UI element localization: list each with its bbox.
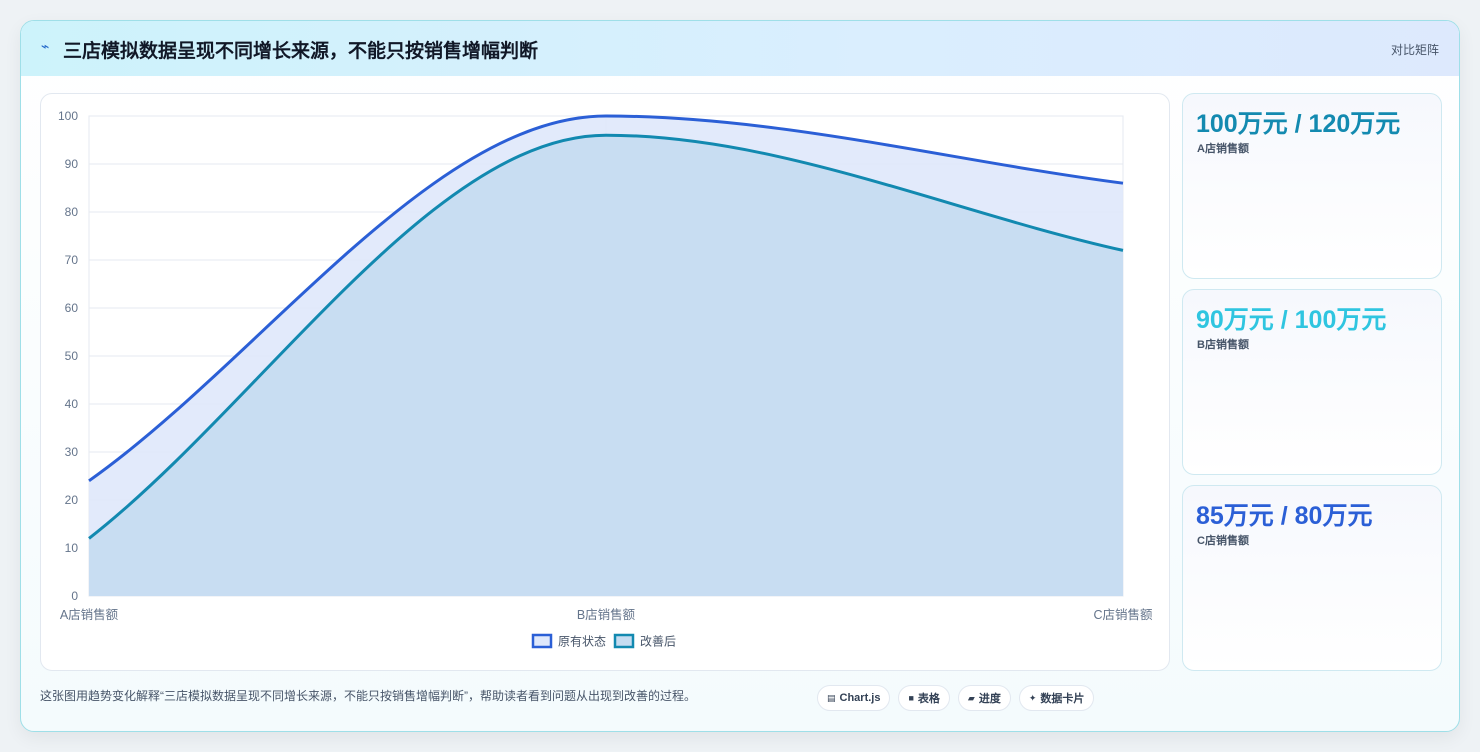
table-icon: ■ (908, 693, 914, 703)
series-line-1 (88, 114, 1124, 483)
metric-label: A店销售额 (1197, 143, 1249, 155)
page-title: 三店模拟数据呈现不同增长来源，不能只按销售增幅判断 (63, 41, 539, 62)
x-tick-label: A店销售额 (60, 607, 119, 622)
feature-pills: ▤ Chart.js ■ 表格 ▰ 进度 ✦ 数据卡片 (817, 685, 1095, 711)
y-tick-label: 100 (58, 109, 78, 123)
metric-value: 100万元 / 120万元 (1196, 110, 1401, 138)
pill-label: Chart.js (839, 692, 881, 704)
sparkle-icon: ✦ (1028, 692, 1037, 703)
metric-value: 85万元 / 80万元 (1196, 502, 1373, 530)
y-tick-label: 90 (65, 157, 79, 171)
y-tick-label: 20 (65, 493, 79, 507)
legend-label: 原有状态 (558, 635, 606, 649)
view-tag: 对比矩阵 (1390, 43, 1439, 57)
legend-label: 改善后 (640, 634, 676, 649)
pill-label: 进度 (978, 693, 1001, 705)
chart-panel: 0 10 20 30 40 50 60 70 80 90 100 A店销售额 B店销售额 C店销售额原有状… (40, 93, 1170, 671)
chart-icon: ▤ (827, 692, 836, 703)
chart-caption: 这张图用趋势变化解释“三店模拟数据呈现不同增长来源，不能只按销售增幅判断”，帮助… (40, 689, 696, 703)
y-tick-label: 40 (65, 397, 79, 411)
y-tick-label: 60 (65, 301, 79, 315)
metric-card-a: 100万元 / 120万元 A店销售额 (1182, 93, 1442, 279)
x-tick-label: B店销售额 (577, 607, 636, 622)
trend-logo-icon: ⌁ (41, 39, 50, 55)
metric-value: 90万元 / 100万元 (1196, 306, 1387, 334)
area-chart: 0 10 20 30 40 50 60 70 80 90 100 A店销售额 B店销售额 C店销售额原有状… (58, 109, 1153, 649)
metric-label: B店销售额 (1197, 339, 1249, 351)
pill-progress[interactable]: ▰ 进度 (957, 685, 1011, 711)
x-tick-label: C店销售额 (1093, 607, 1153, 622)
metric-label: C店销售额 (1197, 535, 1249, 547)
dashboard-frame: ⌁ 三店模拟数据呈现不同增长来源，不能只按销售增幅判断 对比矩阵 0 10 20 30… (20, 20, 1460, 732)
y-tick-label: 10 (65, 541, 79, 555)
metric-card-b: 90万元 / 100万元 B店销售额 (1182, 289, 1442, 475)
legend-swatch (613, 633, 635, 649)
legend-swatch (531, 633, 553, 649)
pill-label: 表格 (917, 693, 940, 705)
y-tick-label: 0 (71, 589, 78, 603)
pill-table[interactable]: ■ 表格 (898, 685, 950, 711)
y-tick-label: 70 (65, 253, 79, 267)
series-area-2 (89, 135, 1123, 596)
series-line-2 (88, 133, 1124, 540)
header-bar: ⌁ 三店模拟数据呈现不同增长来源，不能只按销售增幅判断 对比矩阵 (21, 21, 1459, 76)
progress-icon: ▰ (967, 692, 975, 703)
pill-chartjs[interactable]: ▤ Chart.js (817, 685, 891, 711)
pill-label: 数据卡片 (1040, 693, 1085, 705)
y-tick-label: 50 (65, 349, 79, 363)
y-tick-label: 80 (65, 205, 79, 219)
metric-card-c: 85万元 / 80万元 C店销售额 (1182, 485, 1442, 671)
y-tick-label: 30 (65, 445, 79, 459)
pill-data-card[interactable]: ✦ 数据卡片 (1018, 685, 1095, 711)
